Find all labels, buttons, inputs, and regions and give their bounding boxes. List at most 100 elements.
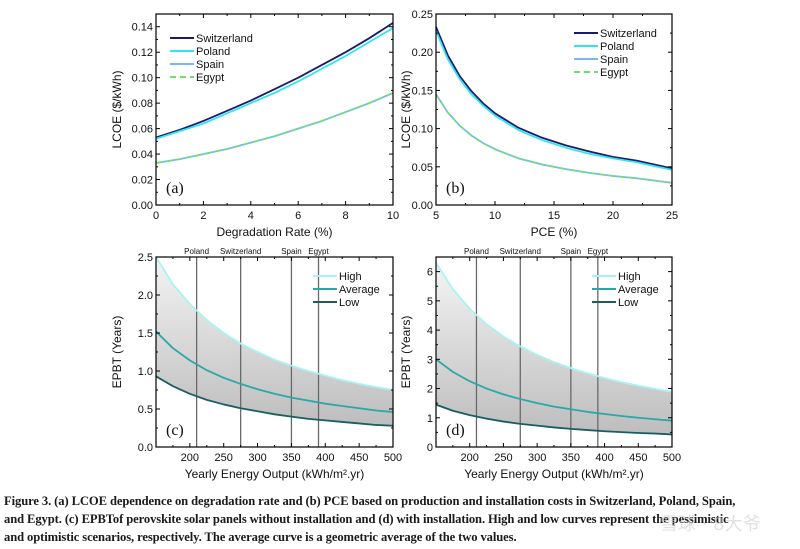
x-tick-label: 0 [153,210,159,222]
x-tick-label: 10 [387,210,399,222]
plot-frame [435,13,673,206]
caption-line-3: and optimistic scenarios, respectively. … [4,528,796,546]
series-line-low [435,403,673,436]
panel-label: (c) [166,422,184,439]
legend-label-low: Low [618,297,638,309]
vline-label-spain: Spain [561,247,581,256]
y-tick-label: 0.05 [412,162,433,174]
figure-caption: Figure 3. (a) LCOE dependence on degrada… [4,492,796,546]
plot-frame [155,13,394,206]
series-line-switzerland [155,22,394,139]
panel-label: (d) [446,422,465,439]
y-tick-label: 1 [427,413,433,425]
y-tick-label: 6 [427,267,433,279]
legend-label-switzerland: Switzerland [600,28,657,40]
vline-label-egypt: Egypt [308,247,329,256]
y-tick-label: 0.00 [132,200,153,212]
y-tick-label: 0.10 [132,73,153,85]
x-tick-label: 500 [663,452,681,464]
y-tick-label: 2.0 [138,290,153,302]
legend-label-poland: Poland [600,41,634,53]
series-line-egypt [435,93,673,184]
caption-line-1: Figure 3. (a) LCOE dependence on degrada… [4,492,796,510]
x-axis-title: Yearly Energy Output (kWh/m².yr) [464,467,644,481]
x-tick-label: 400 [595,452,613,464]
x-tick-label: 25 [666,210,678,222]
y-tick-label: 0.0 [138,442,153,454]
figure-3: 0 2 4 6 8 100.000.020.040.060.080.100.120.14D… [110,9,681,481]
x-tick-label: 10 [489,210,501,222]
y-tick-label: 0.25 [412,9,433,21]
x-axis-title: Yearly Energy Output (kWh/m².yr) [185,467,365,481]
y-tick-label: 0.04 [132,149,153,161]
x-tick-label: 2 [200,210,206,222]
y-tick-label: 1.5 [138,328,153,340]
x-tick-label: 200 [181,452,199,464]
panel-label: (b) [446,180,465,197]
series-line-high [155,256,394,391]
x-axis-title: PCE (%) [531,225,578,239]
series-line-egypt [155,92,394,164]
panel-a-lcoe-vs-degradation: 0 2 4 6 8 10 0.00 0.02 0.04 0.06 0.08 0.10 0.12 0.14 D… [110,13,399,239]
series-line-low [155,375,394,427]
y-tick-label: 0.08 [132,98,153,110]
y-tick-label: 0.10 [412,124,433,136]
legend-label-poland: Poland [196,46,230,58]
y-tick-label: 0.00 [412,200,433,212]
series-line-poland [155,27,394,140]
vline-label-poland: Poland [464,247,489,256]
legend-label-egypt: Egypt [600,67,628,79]
y-tick-label: 3 [427,354,433,366]
y-axis-title: LCOE ($/kWh) [399,70,413,148]
y-tick-label: 0.15 [412,85,433,97]
x-axis-title: Degradation Rate (%) [216,225,332,239]
y-tick-label: 0.20 [412,47,433,59]
series-line-poland [435,30,673,171]
legend-label-high: High [618,271,641,283]
x-tick-label: 450 [350,452,368,464]
panel-c-epbt-without-installation: Poland Switzerland Spain Egypt 200 250 300 350 4… [110,247,402,481]
legend-label-egypt: Egypt [196,72,224,84]
x-tick-label: 300 [248,452,266,464]
series-line-switzerland [435,26,673,170]
vline-label-egypt: Egypt [588,247,609,256]
vline-label-switzerland: Switzerland [500,247,541,256]
x-tick-label: 8 [343,210,349,222]
y-tick-label: 2.5 [138,252,153,264]
y-tick-label: 0.12 [132,47,153,59]
legend-label-average: Average [618,284,659,296]
y-tick-label: 0.14 [132,22,153,34]
x-tick-label: 300 [528,452,546,464]
caption-line-3-text: and optimistic scenarios, respectively. … [4,530,517,544]
y-tick-label: 0.06 [132,124,153,136]
uncertainty-band [156,257,393,426]
y-tick-label: 5 [427,296,433,308]
y-axis-title: EPBT (Years) [110,316,124,389]
x-tick-label: 250 [215,452,233,464]
x-tick-label: 6 [295,210,301,222]
series-line-spain [435,93,673,184]
x-tick-label: 450 [629,452,647,464]
series-line-average [155,330,394,413]
vline-label-poland: Poland [184,247,209,256]
x-tick-label: 5 [433,210,439,222]
x-tick-label: 350 [282,452,300,464]
legend-label-switzerland: Switzerland [196,33,253,45]
legend-label-high: High [339,271,362,283]
x-tick-label: 15 [548,210,560,222]
vline-label-spain: Spain [281,247,301,256]
x-tick-label: 4 [248,210,254,222]
caption-line-2-text: and Egypt. (c) EPBTof perovskite solar p… [4,512,729,526]
y-tick-label: 4 [427,325,433,337]
x-tick-label: 500 [384,452,402,464]
x-tick-label: 250 [494,452,512,464]
legend-label-spain: Spain [600,54,628,66]
panel-label: (a) [166,180,184,197]
x-tick-label: 400 [316,452,334,464]
y-axis-title: EPBT (Years) [399,316,413,389]
